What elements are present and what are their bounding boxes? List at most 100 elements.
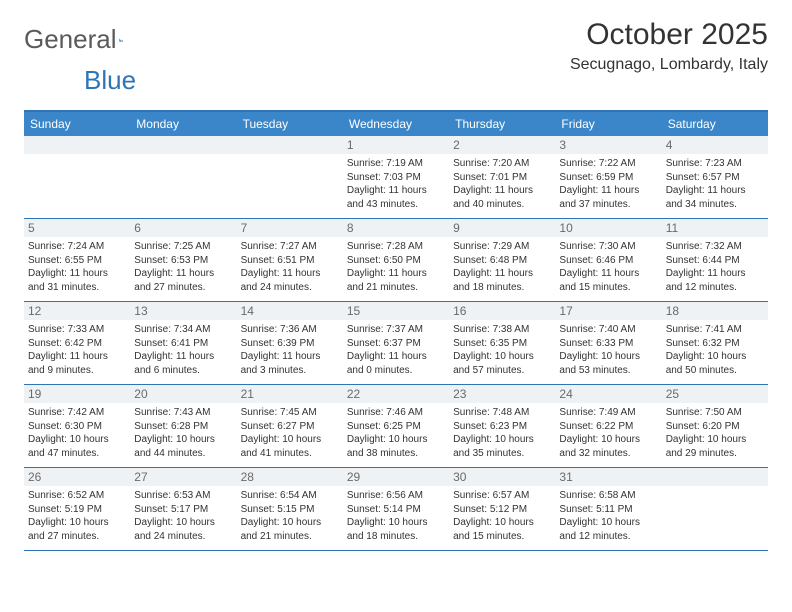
day-number: 20 <box>130 385 236 403</box>
daylight-text: Daylight: 10 hours and 24 minutes. <box>134 516 232 543</box>
day-cell: 19Sunrise: 7:42 AMSunset: 6:30 PMDayligh… <box>24 385 130 467</box>
sunset-text: Sunset: 6:27 PM <box>241 420 339 434</box>
sunset-text: Sunset: 5:11 PM <box>559 503 657 517</box>
sunset-text: Sunset: 6:50 PM <box>347 254 445 268</box>
day-cell: 23Sunrise: 7:48 AMSunset: 6:23 PMDayligh… <box>449 385 555 467</box>
day-number: 22 <box>343 385 449 403</box>
day-cell: 28Sunrise: 6:54 AMSunset: 5:15 PMDayligh… <box>237 468 343 550</box>
day-cell: 20 Sunrise: 7:43 AMSunset: 6:28 PMDayligh… <box>130 385 236 467</box>
sunrise-text: Sunrise: 7:42 AM <box>28 406 126 420</box>
day-cell: 16Sunrise: 7:38 AMSunset: 6:35 PMDayligh… <box>449 302 555 384</box>
sunrise-text: Sunrise: 7:29 AM <box>453 240 551 254</box>
daylight-text: Daylight: 10 hours and 41 minutes. <box>241 433 339 460</box>
day-cell: 24Sunrise: 7:49 AMSunset: 6:22 PMDayligh… <box>555 385 661 467</box>
day-number: 14 <box>237 302 343 320</box>
day-info: Sunrise: 6:58 AMSunset: 5:11 PMDaylight:… <box>559 489 657 543</box>
day-number: 25 <box>662 385 768 403</box>
sunrise-text: Sunrise: 7:34 AM <box>134 323 232 337</box>
sunset-text: Sunset: 6:35 PM <box>453 337 551 351</box>
sunrise-text: Sunrise: 7:41 AM <box>666 323 764 337</box>
day-info: Sunrise: 7:34 AMSunset: 6:41 PMDaylight:… <box>134 323 232 377</box>
sunset-text: Sunset: 5:19 PM <box>28 503 126 517</box>
sunrise-text: Sunrise: 6:56 AM <box>347 489 445 503</box>
sunset-text: Sunset: 5:17 PM <box>134 503 232 517</box>
sunrise-text: Sunrise: 7:27 AM <box>241 240 339 254</box>
day-number: 26 <box>24 468 130 486</box>
day-number: 10 <box>555 219 661 237</box>
day-header-row: Sunday Monday Tuesday Wednesday Thursday… <box>24 112 768 136</box>
day-info: Sunrise: 7:32 AMSunset: 6:44 PMDaylight:… <box>666 240 764 294</box>
day-info: Sunrise: 6:54 AMSunset: 5:15 PMDaylight:… <box>241 489 339 543</box>
day-cell: 9Sunrise: 7:29 AMSunset: 6:48 PMDaylight… <box>449 219 555 301</box>
day-cell: 17Sunrise: 7:40 AMSunset: 6:33 PMDayligh… <box>555 302 661 384</box>
week-row: 12Sunrise: 7:33 AMSunset: 6:42 PMDayligh… <box>24 302 768 385</box>
sunset-text: Sunset: 6:42 PM <box>28 337 126 351</box>
sunrise-text: Sunrise: 7:22 AM <box>559 157 657 171</box>
sunset-text: Sunset: 6:20 PM <box>666 420 764 434</box>
day-info: Sunrise: 7:25 AMSunset: 6:53 PMDaylight:… <box>134 240 232 294</box>
sunrise-text: Sunrise: 7:49 AM <box>559 406 657 420</box>
day-cell <box>662 468 768 550</box>
sunrise-text: Sunrise: 7:32 AM <box>666 240 764 254</box>
day-header-mon: Monday <box>130 112 236 136</box>
sunset-text: Sunset: 6:46 PM <box>559 254 657 268</box>
day-info: Sunrise: 7:41 AMSunset: 6:32 PMDaylight:… <box>666 323 764 377</box>
day-number: 15 <box>343 302 449 320</box>
day-number: 21 <box>237 385 343 403</box>
sunrise-text: Sunrise: 7:37 AM <box>347 323 445 337</box>
sunset-text: Sunset: 6:30 PM <box>28 420 126 434</box>
day-info: Sunrise: 6:52 AMSunset: 5:19 PMDaylight:… <box>28 489 126 543</box>
sunrise-text: Sunrise: 7:43 AM <box>134 406 232 420</box>
daylight-text: Daylight: 11 hours and 3 minutes. <box>241 350 339 377</box>
sunset-text: Sunset: 6:51 PM <box>241 254 339 268</box>
day-info: Sunrise: 7:43 AMSunset: 6:28 PMDaylight:… <box>134 406 232 460</box>
day-number: 27 <box>130 468 236 486</box>
daylight-text: Daylight: 10 hours and 50 minutes. <box>666 350 764 377</box>
sunrise-text: Sunrise: 7:45 AM <box>241 406 339 420</box>
sunrise-text: Sunrise: 7:23 AM <box>666 157 764 171</box>
sunrise-text: Sunrise: 7:20 AM <box>453 157 551 171</box>
sunrise-text: Sunrise: 7:33 AM <box>28 323 126 337</box>
day-cell: 2Sunrise: 7:20 AMSunset: 7:01 PMDaylight… <box>449 136 555 218</box>
day-cell: 30Sunrise: 6:57 AMSunset: 5:12 PMDayligh… <box>449 468 555 550</box>
sunset-text: Sunset: 6:22 PM <box>559 420 657 434</box>
sunset-text: Sunset: 6:53 PM <box>134 254 232 268</box>
logo: General <box>24 24 145 55</box>
sunset-text: Sunset: 6:41 PM <box>134 337 232 351</box>
day-cell: 31Sunrise: 6:58 AMSunset: 5:11 PMDayligh… <box>555 468 661 550</box>
daylight-text: Daylight: 11 hours and 34 minutes. <box>666 184 764 211</box>
daylight-text: Daylight: 11 hours and 27 minutes. <box>134 267 232 294</box>
day-header-fri: Friday <box>555 112 661 136</box>
day-info: Sunrise: 7:40 AMSunset: 6:33 PMDaylight:… <box>559 323 657 377</box>
day-cell: 21 Sunrise: 7:45 AMSunset: 6:27 PMDayligh… <box>237 385 343 467</box>
day-number: 11 <box>662 219 768 237</box>
sunrise-text: Sunrise: 7:30 AM <box>559 240 657 254</box>
sunset-text: Sunset: 6:44 PM <box>666 254 764 268</box>
day-info: Sunrise: 7:28 AMSunset: 6:50 PMDaylight:… <box>347 240 445 294</box>
day-cell: 27 Sunrise: 6:53 AMSunset: 5:17 PMDayligh… <box>130 468 236 550</box>
sunrise-text: Sunrise: 6:57 AM <box>453 489 551 503</box>
title-block: October 2025 Secugnago, Lombardy, Italy <box>570 18 768 74</box>
day-number: 18 <box>662 302 768 320</box>
day-cell: 12Sunrise: 7:33 AMSunset: 6:42 PMDayligh… <box>24 302 130 384</box>
sunrise-text: Sunrise: 7:50 AM <box>666 406 764 420</box>
daylight-text: Daylight: 11 hours and 24 minutes. <box>241 267 339 294</box>
daylight-text: Daylight: 11 hours and 6 minutes. <box>134 350 232 377</box>
day-info: Sunrise: 6:53 AMSunset: 5:17 PMDaylight:… <box>134 489 232 543</box>
sunrise-text: Sunrise: 7:48 AM <box>453 406 551 420</box>
day-info: Sunrise: 7:38 AMSunset: 6:35 PMDaylight:… <box>453 323 551 377</box>
day-cell: 1Sunrise: 7:19 AMSunset: 7:03 PMDaylight… <box>343 136 449 218</box>
sunset-text: Sunset: 6:39 PM <box>241 337 339 351</box>
day-cell <box>24 136 130 218</box>
sunset-text: Sunset: 5:14 PM <box>347 503 445 517</box>
day-number: 23 <box>449 385 555 403</box>
day-info: Sunrise: 7:33 AMSunset: 6:42 PMDaylight:… <box>28 323 126 377</box>
day-number: 29 <box>343 468 449 486</box>
daylight-text: Daylight: 10 hours and 44 minutes. <box>134 433 232 460</box>
daylight-text: Daylight: 11 hours and 40 minutes. <box>453 184 551 211</box>
sunset-text: Sunset: 5:15 PM <box>241 503 339 517</box>
location: Secugnago, Lombardy, Italy <box>570 56 768 74</box>
day-cell: 25Sunrise: 7:50 AMSunset: 6:20 PMDayligh… <box>662 385 768 467</box>
daylight-text: Daylight: 11 hours and 37 minutes. <box>559 184 657 211</box>
daylight-text: Daylight: 10 hours and 53 minutes. <box>559 350 657 377</box>
